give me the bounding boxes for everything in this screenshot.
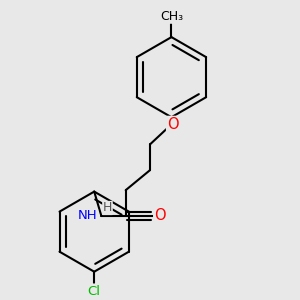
Text: CH₃: CH₃ (160, 10, 183, 23)
Text: O: O (154, 208, 166, 224)
Text: Cl: Cl (88, 285, 101, 298)
Text: O: O (167, 117, 179, 132)
Text: H: H (103, 202, 112, 214)
Text: NH: NH (77, 209, 97, 222)
